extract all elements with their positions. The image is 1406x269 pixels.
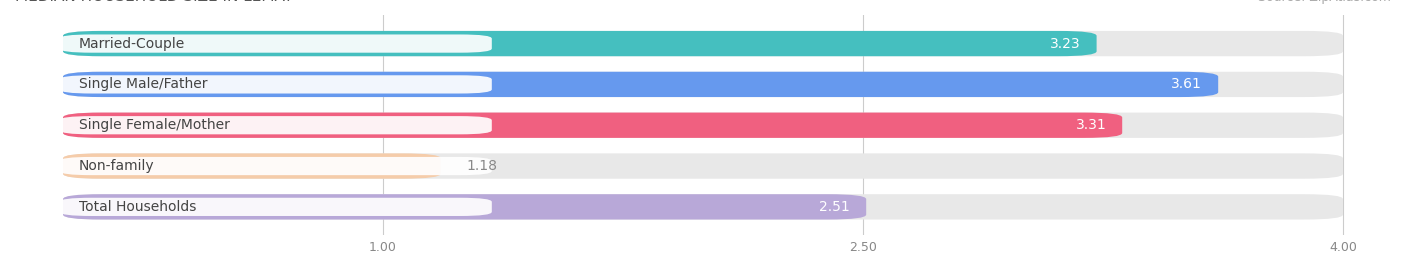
Text: Non-family: Non-family bbox=[79, 159, 155, 173]
FancyBboxPatch shape bbox=[63, 194, 866, 220]
FancyBboxPatch shape bbox=[60, 157, 492, 175]
Text: 3.23: 3.23 bbox=[1050, 37, 1081, 51]
FancyBboxPatch shape bbox=[63, 112, 1122, 138]
FancyBboxPatch shape bbox=[63, 31, 1097, 56]
FancyBboxPatch shape bbox=[60, 75, 492, 94]
FancyBboxPatch shape bbox=[63, 112, 1343, 138]
FancyBboxPatch shape bbox=[60, 34, 492, 53]
Text: Source: ZipAtlas.com: Source: ZipAtlas.com bbox=[1258, 0, 1391, 4]
Text: Married-Couple: Married-Couple bbox=[79, 37, 186, 51]
Text: 1.18: 1.18 bbox=[467, 159, 498, 173]
Text: Total Households: Total Households bbox=[79, 200, 197, 214]
Text: 3.61: 3.61 bbox=[1171, 77, 1202, 91]
Text: MEDIAN HOUSEHOLD SIZE IN LEMAY: MEDIAN HOUSEHOLD SIZE IN LEMAY bbox=[15, 0, 292, 4]
Text: Single Male/Father: Single Male/Father bbox=[79, 77, 208, 91]
FancyBboxPatch shape bbox=[60, 116, 492, 134]
FancyBboxPatch shape bbox=[63, 153, 440, 179]
FancyBboxPatch shape bbox=[63, 31, 1343, 56]
Text: 2.51: 2.51 bbox=[820, 200, 851, 214]
Text: 3.31: 3.31 bbox=[1076, 118, 1107, 132]
FancyBboxPatch shape bbox=[63, 72, 1343, 97]
FancyBboxPatch shape bbox=[60, 198, 492, 216]
Text: Single Female/Mother: Single Female/Mother bbox=[79, 118, 229, 132]
FancyBboxPatch shape bbox=[63, 153, 1343, 179]
FancyBboxPatch shape bbox=[63, 194, 1343, 220]
FancyBboxPatch shape bbox=[63, 72, 1218, 97]
